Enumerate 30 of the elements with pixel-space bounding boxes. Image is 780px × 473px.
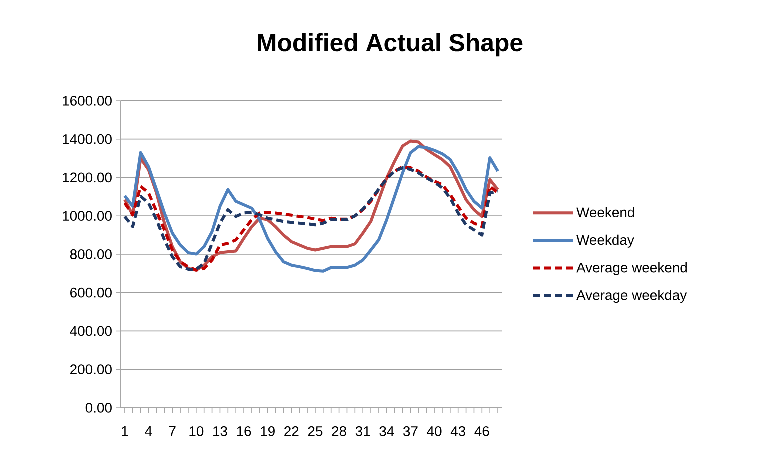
x-tick-label: 13 xyxy=(214,426,228,436)
chart-title: Modified Actual Shape xyxy=(258,33,523,57)
x-tick-label: 7 xyxy=(169,426,176,436)
x-tick-label: 10 xyxy=(190,426,204,436)
legend-label: Weekday xyxy=(576,234,634,248)
x-tick-label: 46 xyxy=(474,426,490,436)
y-tick-label: 0.00 xyxy=(86,403,112,413)
legend-label: Average weekday xyxy=(576,290,688,304)
x-tick-label: 22 xyxy=(284,426,299,436)
x-tick-label: 31 xyxy=(356,426,370,436)
y-tick-label: 400.00 xyxy=(70,326,112,336)
x-tick-label: 37 xyxy=(403,426,418,436)
x-tick-label: 28 xyxy=(332,426,346,436)
x-tick-label: 4 xyxy=(145,426,152,436)
x-tick-label: 34 xyxy=(380,426,394,436)
y-tick-label: 600.00 xyxy=(70,288,112,298)
x-tick-label: 43 xyxy=(450,426,466,436)
x-tick-label: 25 xyxy=(308,426,323,436)
x-tick-label: 16 xyxy=(237,426,252,436)
y-tick-label: 1600.00 xyxy=(63,96,112,106)
x-tick-label: 40 xyxy=(427,426,442,436)
y-tick-label: 1000.00 xyxy=(63,211,112,222)
y-tick-label: 200.00 xyxy=(70,364,112,375)
y-tick-label: 1200.00 xyxy=(63,172,112,183)
x-tick-label: 19 xyxy=(261,426,275,436)
legend-label: Weekend xyxy=(576,207,634,218)
legend-label: Average weekend xyxy=(576,262,688,276)
y-tick-label: 1400.00 xyxy=(63,134,112,144)
x-tick-label: 1 xyxy=(122,426,128,436)
y-tick-label: 800.00 xyxy=(70,250,112,260)
